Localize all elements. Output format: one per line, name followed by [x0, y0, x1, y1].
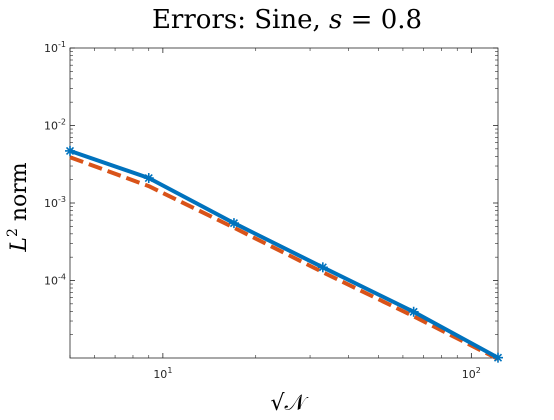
y-tick-label: 10-1 — [44, 40, 66, 55]
y-tick-label: 10-3 — [44, 195, 66, 210]
series-1-marker — [228, 218, 239, 229]
x-axis-label: √𝒩 — [270, 391, 308, 416]
series-1-marker — [65, 145, 75, 156]
x-tick-label: 101 — [153, 366, 172, 381]
series-1-marker — [143, 173, 154, 184]
chart-title: Errors: Sine, s = 0.8 — [152, 5, 422, 35]
y-tick-label: 10-4 — [44, 273, 66, 288]
series-1-marker — [317, 262, 328, 273]
series-1-marker — [493, 352, 503, 363]
series-1-marker — [408, 306, 419, 317]
x-tick-label: 102 — [462, 366, 481, 381]
series-1-line — [69, 149, 499, 360]
plot-area — [69, 47, 499, 359]
series-group — [65, 145, 503, 363]
series-2-line — [69, 155, 499, 361]
axis-ticks: 101 102 10-1 10-2 10-3 10-4 — [44, 40, 498, 381]
y-tick-label: 10-2 — [44, 118, 66, 133]
y-axis-label: L2 norm — [5, 162, 32, 252]
